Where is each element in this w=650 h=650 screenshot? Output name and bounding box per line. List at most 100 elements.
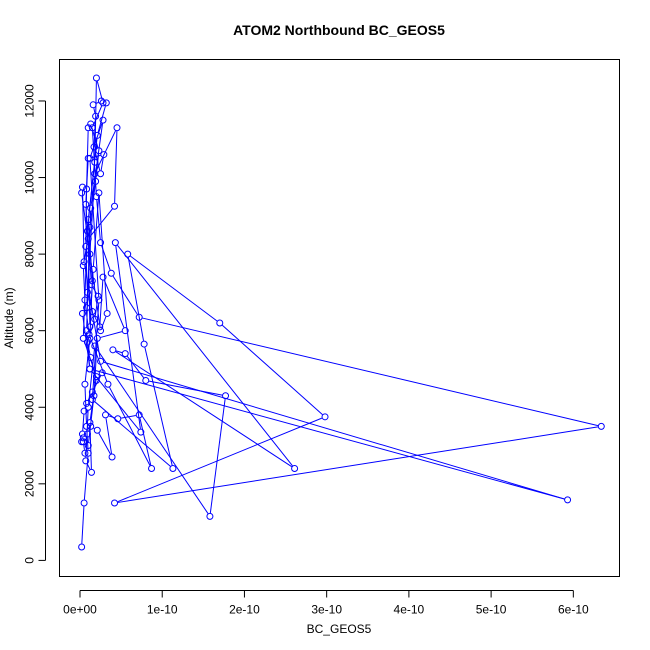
data-point	[98, 369, 106, 377]
data-point	[101, 411, 109, 419]
data-point	[79, 434, 87, 442]
series-segment	[100, 157, 104, 171]
series-segment	[88, 429, 90, 432]
data-point	[86, 250, 94, 258]
data-point	[88, 388, 96, 396]
data-point	[80, 499, 88, 507]
series-segment	[94, 401, 171, 467]
data-point	[87, 422, 95, 430]
series-segment	[127, 257, 145, 341]
series-segment	[112, 275, 138, 315]
data-point	[83, 304, 91, 312]
data-point	[81, 380, 89, 388]
series-segment	[142, 317, 599, 427]
data-point	[88, 396, 96, 404]
data-point	[88, 468, 96, 476]
y-tick-label: 2000	[23, 470, 37, 497]
series-segment	[95, 130, 116, 171]
data-point	[100, 151, 108, 159]
data-point	[111, 499, 119, 507]
data-point	[92, 112, 100, 120]
data-point	[93, 426, 101, 434]
data-point	[95, 147, 103, 155]
data-point	[99, 273, 107, 281]
data-point	[79, 438, 87, 446]
data-point	[83, 338, 91, 346]
x-tick-label: 6e-10	[558, 603, 589, 617]
data-point	[103, 309, 111, 317]
series-segment	[89, 257, 101, 328]
data-point	[92, 177, 100, 185]
series-points	[78, 74, 605, 551]
data-point	[83, 288, 91, 296]
y-tick-label: 0	[23, 557, 37, 564]
series-segment	[93, 119, 96, 144]
data-point	[79, 334, 87, 342]
data-point	[86, 419, 94, 427]
data-point	[82, 200, 90, 208]
series-segment	[149, 380, 223, 396]
x-tick-label: 4e-10	[394, 603, 425, 617]
series-segment	[95, 154, 100, 179]
data-point	[88, 124, 96, 132]
series-segment	[84, 303, 90, 332]
series-segment	[96, 81, 103, 100]
data-point	[84, 403, 92, 411]
data-point	[95, 189, 103, 197]
data-point	[99, 99, 107, 107]
data-point	[104, 380, 112, 388]
data-point	[78, 189, 86, 197]
y-axis-label: Altitude (m)	[2, 287, 16, 348]
data-point	[124, 250, 132, 258]
series-segment	[92, 196, 100, 267]
data-point	[97, 170, 105, 178]
x-tick-label: 1e-10	[147, 603, 178, 617]
data-point	[121, 327, 129, 335]
series-segment	[130, 255, 218, 322]
data-point	[91, 342, 99, 350]
data-point	[92, 74, 100, 82]
x-tick-label: 2e-10	[229, 603, 260, 617]
series-segment	[89, 208, 113, 237]
data-point	[97, 327, 105, 335]
series-segment	[87, 295, 92, 309]
series-segment	[86, 131, 89, 186]
data-point	[93, 334, 101, 342]
plot-frame	[59, 59, 620, 577]
chart-title: ATOM2 Northbound BC_GEOS5	[233, 22, 445, 38]
data-point	[113, 124, 121, 132]
series-segment	[114, 131, 118, 203]
data-point	[140, 340, 148, 348]
series-segment	[100, 331, 123, 338]
y-tick-label: 8000	[23, 240, 37, 267]
series-segment	[87, 345, 91, 355]
series-segment	[98, 196, 108, 311]
data-point	[222, 392, 230, 400]
series-segment	[89, 184, 96, 225]
series-segment	[85, 448, 88, 451]
x-axis-label: BC_GEOS5	[307, 622, 372, 636]
data-point	[148, 465, 156, 473]
series-segment	[108, 415, 115, 419]
series-segment	[93, 369, 565, 500]
data-point	[564, 496, 572, 504]
data-point	[78, 430, 86, 438]
data-point	[82, 457, 90, 465]
data-point	[90, 392, 98, 400]
data-point	[137, 428, 145, 436]
data-point	[97, 239, 105, 247]
series-segment	[97, 106, 106, 133]
data-point	[84, 235, 92, 243]
data-point	[84, 442, 92, 450]
x-tick-label: 5e-10	[476, 603, 507, 617]
data-point	[96, 323, 104, 331]
data-point	[121, 350, 129, 358]
data-point	[80, 258, 88, 266]
series-segment	[126, 356, 145, 379]
series-segment	[144, 347, 173, 466]
series-segment	[92, 287, 97, 294]
data-point	[88, 277, 96, 285]
data-point	[83, 430, 91, 438]
y-tick-label: 12000	[23, 84, 37, 118]
